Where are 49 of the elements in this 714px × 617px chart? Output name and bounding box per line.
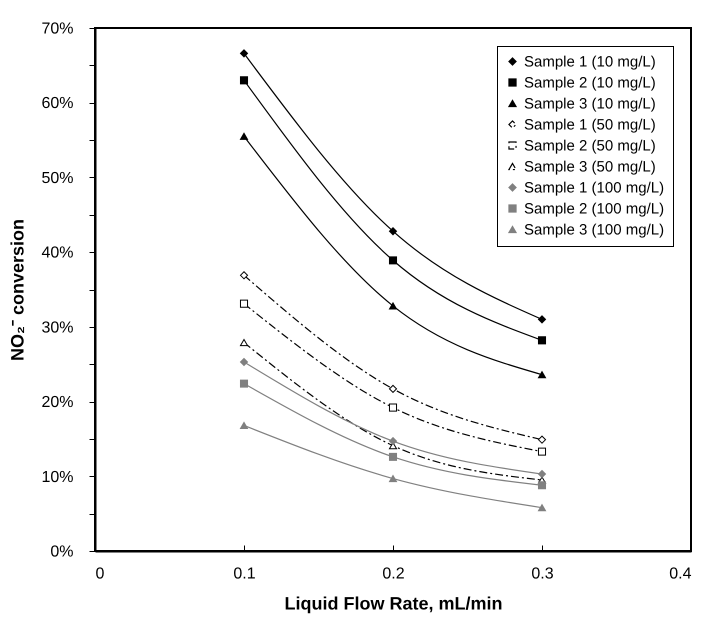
point	[388, 404, 398, 412]
point	[240, 132, 248, 140]
x-tick-label: 0.4	[669, 566, 692, 582]
point	[388, 256, 398, 264]
x-tick-label: 0.2	[382, 566, 405, 582]
y-tick-label: 50%	[41, 170, 74, 187]
x-tick-label: 0.1	[233, 566, 256, 582]
x-axis-title: Liquid Flow Rate, mL/min	[284, 594, 502, 614]
point	[240, 49, 248, 58]
legend-label: Sample 3 (10 mg/L)	[524, 96, 656, 112]
point	[538, 504, 546, 512]
point	[388, 227, 398, 236]
legend-label: Sample 2 (50 mg/L)	[524, 138, 656, 154]
y-tick-label: 40%	[41, 244, 74, 262]
point	[538, 371, 546, 378]
legend-label: Sample 1 (10 mg/L)	[524, 54, 656, 70]
point	[538, 336, 546, 344]
point	[240, 380, 248, 388]
x-tick-label: 0.3	[531, 566, 554, 582]
legend-label: Sample 2 (100 mg/L)	[524, 200, 664, 218]
x-tick-label: 0	[96, 566, 104, 582]
point	[538, 436, 546, 444]
point	[240, 422, 248, 430]
y-tick-label: 20%	[41, 394, 74, 412]
point	[388, 384, 398, 393]
point	[240, 358, 248, 366]
point	[538, 315, 546, 324]
point	[388, 437, 398, 446]
point	[388, 302, 398, 310]
legend-label: Sample 3 (100 mg/L)	[524, 222, 664, 238]
point	[538, 448, 546, 456]
legend-label: Sample 1 (100 mg/L)	[524, 180, 664, 196]
y-tick-label: 60%	[41, 95, 74, 112]
y-tick-label: 0%	[50, 544, 74, 560]
y-tick-label: 30%	[41, 319, 74, 336]
y-tick-label: 10%	[41, 468, 74, 486]
point	[240, 300, 248, 308]
y-tick-label: 70%	[41, 20, 74, 38]
y-axis-title: NO₂⁻ conversion	[7, 218, 28, 362]
point	[240, 76, 248, 84]
legend-label: Sample 3 (50 mg/L)	[524, 158, 656, 176]
point	[240, 338, 248, 346]
point	[240, 271, 248, 280]
legend-label: Sample 1 (50 mg/L)	[524, 116, 656, 134]
legend-label: Sample 2 (10 mg/L)	[524, 74, 656, 92]
point	[388, 452, 398, 461]
point	[538, 481, 546, 490]
point	[538, 470, 546, 478]
point	[388, 474, 398, 482]
